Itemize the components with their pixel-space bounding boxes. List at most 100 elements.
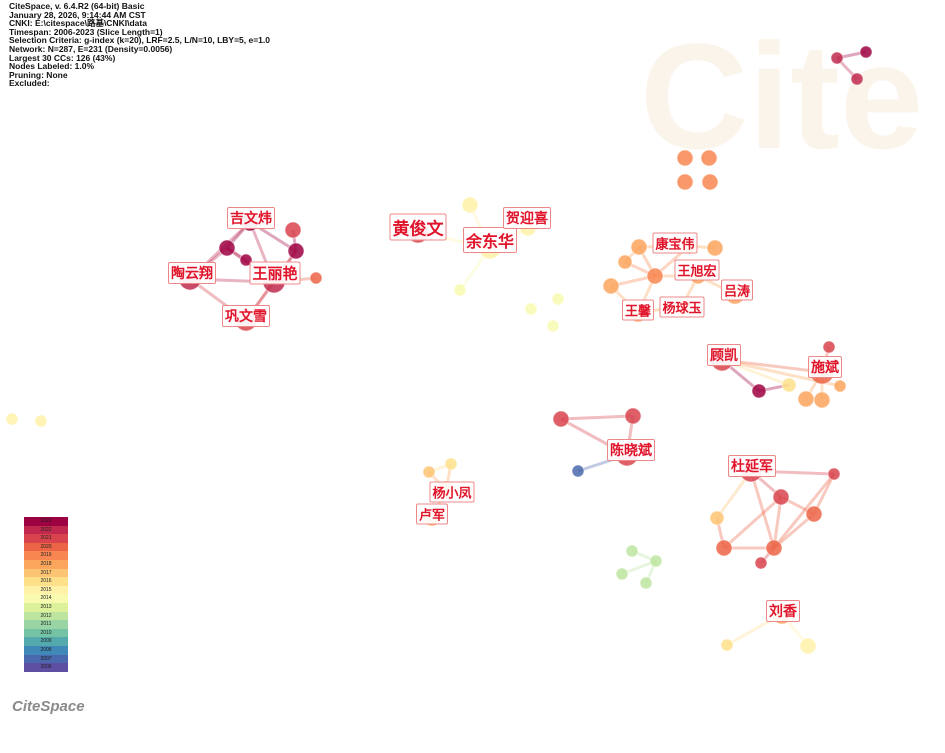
network-node[interactable]	[833, 379, 847, 393]
network-node[interactable]	[830, 51, 844, 65]
author-node-label[interactable]: 杜延军	[728, 455, 776, 477]
network-node[interactable]	[805, 505, 823, 523]
network-edge	[773, 512, 815, 550]
legend-year: 2020	[24, 542, 68, 552]
network-node[interactable]	[646, 267, 664, 285]
author-node-label[interactable]: 陶云翔	[168, 262, 216, 284]
network-node[interactable]	[813, 391, 831, 409]
legend-year: 2018	[24, 559, 68, 569]
legend-year: 2021	[24, 534, 68, 543]
info-line: CNKI: E:\citespace\路基\CNKI\data	[9, 18, 147, 29]
network-node[interactable]	[5, 412, 19, 426]
legend-year: 2008	[24, 645, 68, 655]
legend-year: 2019	[24, 551, 68, 560]
network-node[interactable]	[34, 414, 48, 428]
network-info: CiteSpace, v. 6.4.R2 (64-bit) Basic Janua…	[9, 2, 270, 88]
network-node[interactable]	[720, 638, 734, 652]
info-line: Largest 30 CCs: 126 (43%)	[9, 52, 116, 63]
year-color-legend: 2023 2022 2021 2020 2019 2018 2017 2016 2015 2014…	[24, 517, 68, 672]
author-node-label[interactable]: 杨球玉	[659, 296, 705, 318]
network-node[interactable]	[799, 637, 817, 655]
network-node[interactable]	[765, 539, 783, 557]
info-line: Selection Criteria: g-index (k=20), LRF=…	[9, 35, 271, 46]
author-node-label[interactable]: 杨小凤	[429, 481, 475, 503]
legend-year: 2016	[24, 577, 68, 586]
network-node[interactable]	[615, 567, 629, 581]
network-node[interactable]	[709, 510, 725, 526]
network-edge	[772, 473, 836, 549]
network-node[interactable]	[781, 377, 797, 393]
network-node[interactable]	[850, 72, 864, 86]
author-node-label[interactable]: 王旭宏	[674, 259, 720, 281]
legend-year: 2022	[24, 525, 68, 535]
author-node-label[interactable]: 陈晓斌	[607, 439, 655, 461]
network-node[interactable]	[552, 410, 570, 428]
legend-year: 2013	[24, 602, 68, 612]
author-node-label[interactable]: 黄俊文	[389, 213, 447, 241]
author-node-label[interactable]: 贺迎喜	[503, 207, 551, 229]
author-node-label[interactable]: 卢军	[415, 503, 449, 525]
legend-year: 2007	[24, 654, 68, 664]
network-node[interactable]	[630, 238, 648, 256]
author-node-label[interactable]: 王丽艳	[249, 261, 301, 285]
network-node[interactable]	[754, 556, 768, 570]
info-line: January 28, 2026, 9:14:44 AM CST	[9, 9, 146, 20]
author-node-label[interactable]: 巩文雪	[222, 305, 270, 327]
author-node-label[interactable]: 王馨	[621, 299, 655, 321]
network-node[interactable]	[706, 239, 724, 257]
network-node[interactable]	[701, 173, 719, 191]
network-node[interactable]	[772, 488, 790, 506]
network-node[interactable]	[676, 173, 694, 191]
network-node[interactable]	[284, 221, 302, 239]
network-node[interactable]	[700, 149, 718, 167]
network-node[interactable]	[571, 464, 585, 478]
legend-year: 2009	[24, 637, 68, 646]
network-node[interactable]	[625, 544, 639, 558]
network-node[interactable]	[624, 407, 642, 425]
network-node[interactable]	[524, 302, 538, 316]
author-node-label[interactable]: 施斌	[808, 356, 842, 378]
info-line: Excluded:	[9, 78, 50, 89]
author-node-label[interactable]: 康宝伟	[652, 232, 698, 254]
network-node[interactable]	[617, 254, 633, 270]
author-node-label[interactable]: 吉文炜	[227, 207, 275, 229]
network-edge	[772, 496, 783, 549]
network-node[interactable]	[309, 271, 323, 285]
network-edge	[749, 470, 776, 549]
network-node[interactable]	[422, 465, 436, 479]
network-node[interactable]	[751, 383, 767, 399]
legend-year: 2006	[24, 663, 68, 672]
author-node-label[interactable]: 吕涛	[720, 279, 754, 301]
network-node[interactable]	[859, 45, 873, 59]
network-node[interactable]	[239, 253, 253, 267]
network-node[interactable]	[715, 539, 733, 557]
network-node[interactable]	[602, 277, 620, 295]
legend-year: 2015	[24, 585, 68, 595]
network-node[interactable]	[546, 319, 560, 333]
network-node[interactable]	[827, 467, 841, 481]
network-node[interactable]	[649, 554, 663, 568]
legend-year: 2023	[24, 517, 68, 526]
network-node[interactable]	[453, 283, 467, 297]
network-node[interactable]	[639, 576, 653, 590]
network-node[interactable]	[461, 196, 479, 214]
network-node[interactable]	[822, 340, 836, 354]
info-line: Pruning: None	[9, 69, 68, 80]
legend-year: 2011	[24, 620, 68, 629]
info-line: Timespan: 2006-2023 (Slice Length=1)	[9, 26, 163, 37]
citespace-logo: CiteSpace	[12, 698, 85, 715]
network-node[interactable]	[218, 239, 236, 257]
info-line: Nodes Labeled: 1.0%	[9, 61, 95, 72]
author-node-label[interactable]: 余东华	[462, 227, 518, 253]
network-node[interactable]	[676, 149, 694, 167]
author-node-label[interactable]: 顾凯	[707, 344, 741, 366]
network-node[interactable]	[551, 292, 565, 306]
legend-year: 2010	[24, 628, 68, 638]
author-node-label[interactable]: 刘香	[766, 600, 800, 622]
legend-year: 2014	[24, 594, 68, 603]
network-node[interactable]	[444, 457, 458, 471]
network-edge	[722, 495, 783, 550]
network-node[interactable]	[287, 242, 305, 260]
network-node[interactable]	[797, 390, 815, 408]
